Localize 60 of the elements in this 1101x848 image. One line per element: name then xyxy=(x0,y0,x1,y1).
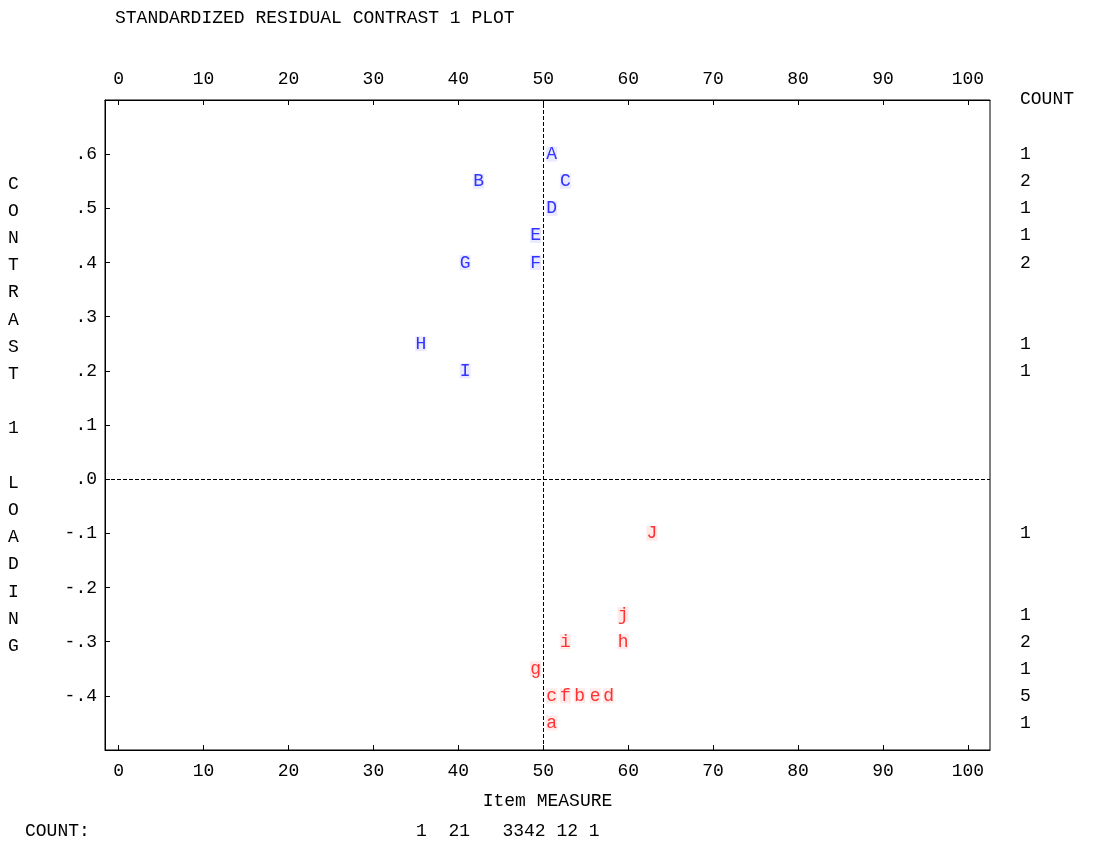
data-label: c xyxy=(546,685,558,706)
x2-tick-label: 0 xyxy=(113,69,124,89)
data-label: j xyxy=(617,604,629,625)
data-label: I xyxy=(459,360,471,381)
data-label: E xyxy=(530,225,542,246)
x-tick-label: 0 xyxy=(113,761,124,781)
x-tick-label: 100 xyxy=(951,761,985,781)
x2-tick-label: 20 xyxy=(277,69,300,89)
x2-tick-label: 80 xyxy=(787,69,809,89)
data-label: G xyxy=(459,252,471,273)
data-label: e xyxy=(589,685,601,706)
data-label: f xyxy=(559,685,571,706)
x-tick-label: 40 xyxy=(447,761,470,781)
data-label: B xyxy=(473,171,485,192)
data-label: J xyxy=(646,523,658,544)
y-tick-label: .1 xyxy=(75,415,97,435)
x2-tick-label: 100 xyxy=(951,69,985,89)
y-tick-label: .0 xyxy=(75,469,97,490)
data-label: C xyxy=(559,171,571,192)
text: COUNT xyxy=(1020,89,1075,109)
text: CONTRAST 1 LOADING xyxy=(8,173,19,656)
data-label: a xyxy=(546,712,558,733)
y-tick-label: .5 xyxy=(75,198,97,219)
text: COUNT: xyxy=(25,821,90,841)
y-tick-label: -.2 xyxy=(64,577,97,598)
x2-tick-label: 30 xyxy=(362,69,385,89)
x2-tick-label: 60 xyxy=(617,69,639,89)
x-tick-label: 50 xyxy=(532,761,555,781)
data-label: A xyxy=(546,144,558,165)
y-tick-label: .6 xyxy=(75,144,97,165)
x2-tick-label: 50 xyxy=(532,69,555,89)
data-label: d xyxy=(603,685,615,706)
data-label: g xyxy=(530,658,542,679)
data-label: F xyxy=(530,252,542,273)
x-tick-label: 90 xyxy=(872,761,894,781)
y-tick-label: -.3 xyxy=(64,631,97,652)
y-tick-label: -.1 xyxy=(64,523,97,544)
y-tick-label: .2 xyxy=(75,360,97,381)
data-label: H xyxy=(415,333,427,354)
x-tick-label: 80 xyxy=(787,761,809,781)
y-tick-label: .3 xyxy=(75,306,97,327)
data-label: b xyxy=(574,685,586,706)
x2-tick-label: 70 xyxy=(702,69,724,89)
y-tick-label: .4 xyxy=(75,252,97,273)
x2-tick-label: 40 xyxy=(447,69,470,89)
x2-tick-label: 10 xyxy=(192,69,215,89)
x2-tick-label: 90 xyxy=(872,69,894,89)
chart-title: STANDARDIZED RESIDUAL CONTRAST 1 PLOT xyxy=(115,8,515,28)
x-tick-label: 10 xyxy=(192,761,215,781)
x-tick-label: 20 xyxy=(277,761,300,781)
y-tick-label: -.4 xyxy=(64,685,97,706)
x-tick-label: 30 xyxy=(362,761,385,781)
data-label: h xyxy=(617,631,629,652)
x-tick-label: 60 xyxy=(617,761,639,781)
x-tick-label: 70 xyxy=(702,761,724,781)
data-label: D xyxy=(546,198,558,219)
x-axis-title: Item MEASURE xyxy=(482,791,613,811)
text: 1 21 3342 12 1 xyxy=(416,821,600,841)
text: 1 2 1 1 2 1 1 1 1 2 1 5 1 xyxy=(1020,144,1031,733)
data-label: i xyxy=(559,631,571,652)
